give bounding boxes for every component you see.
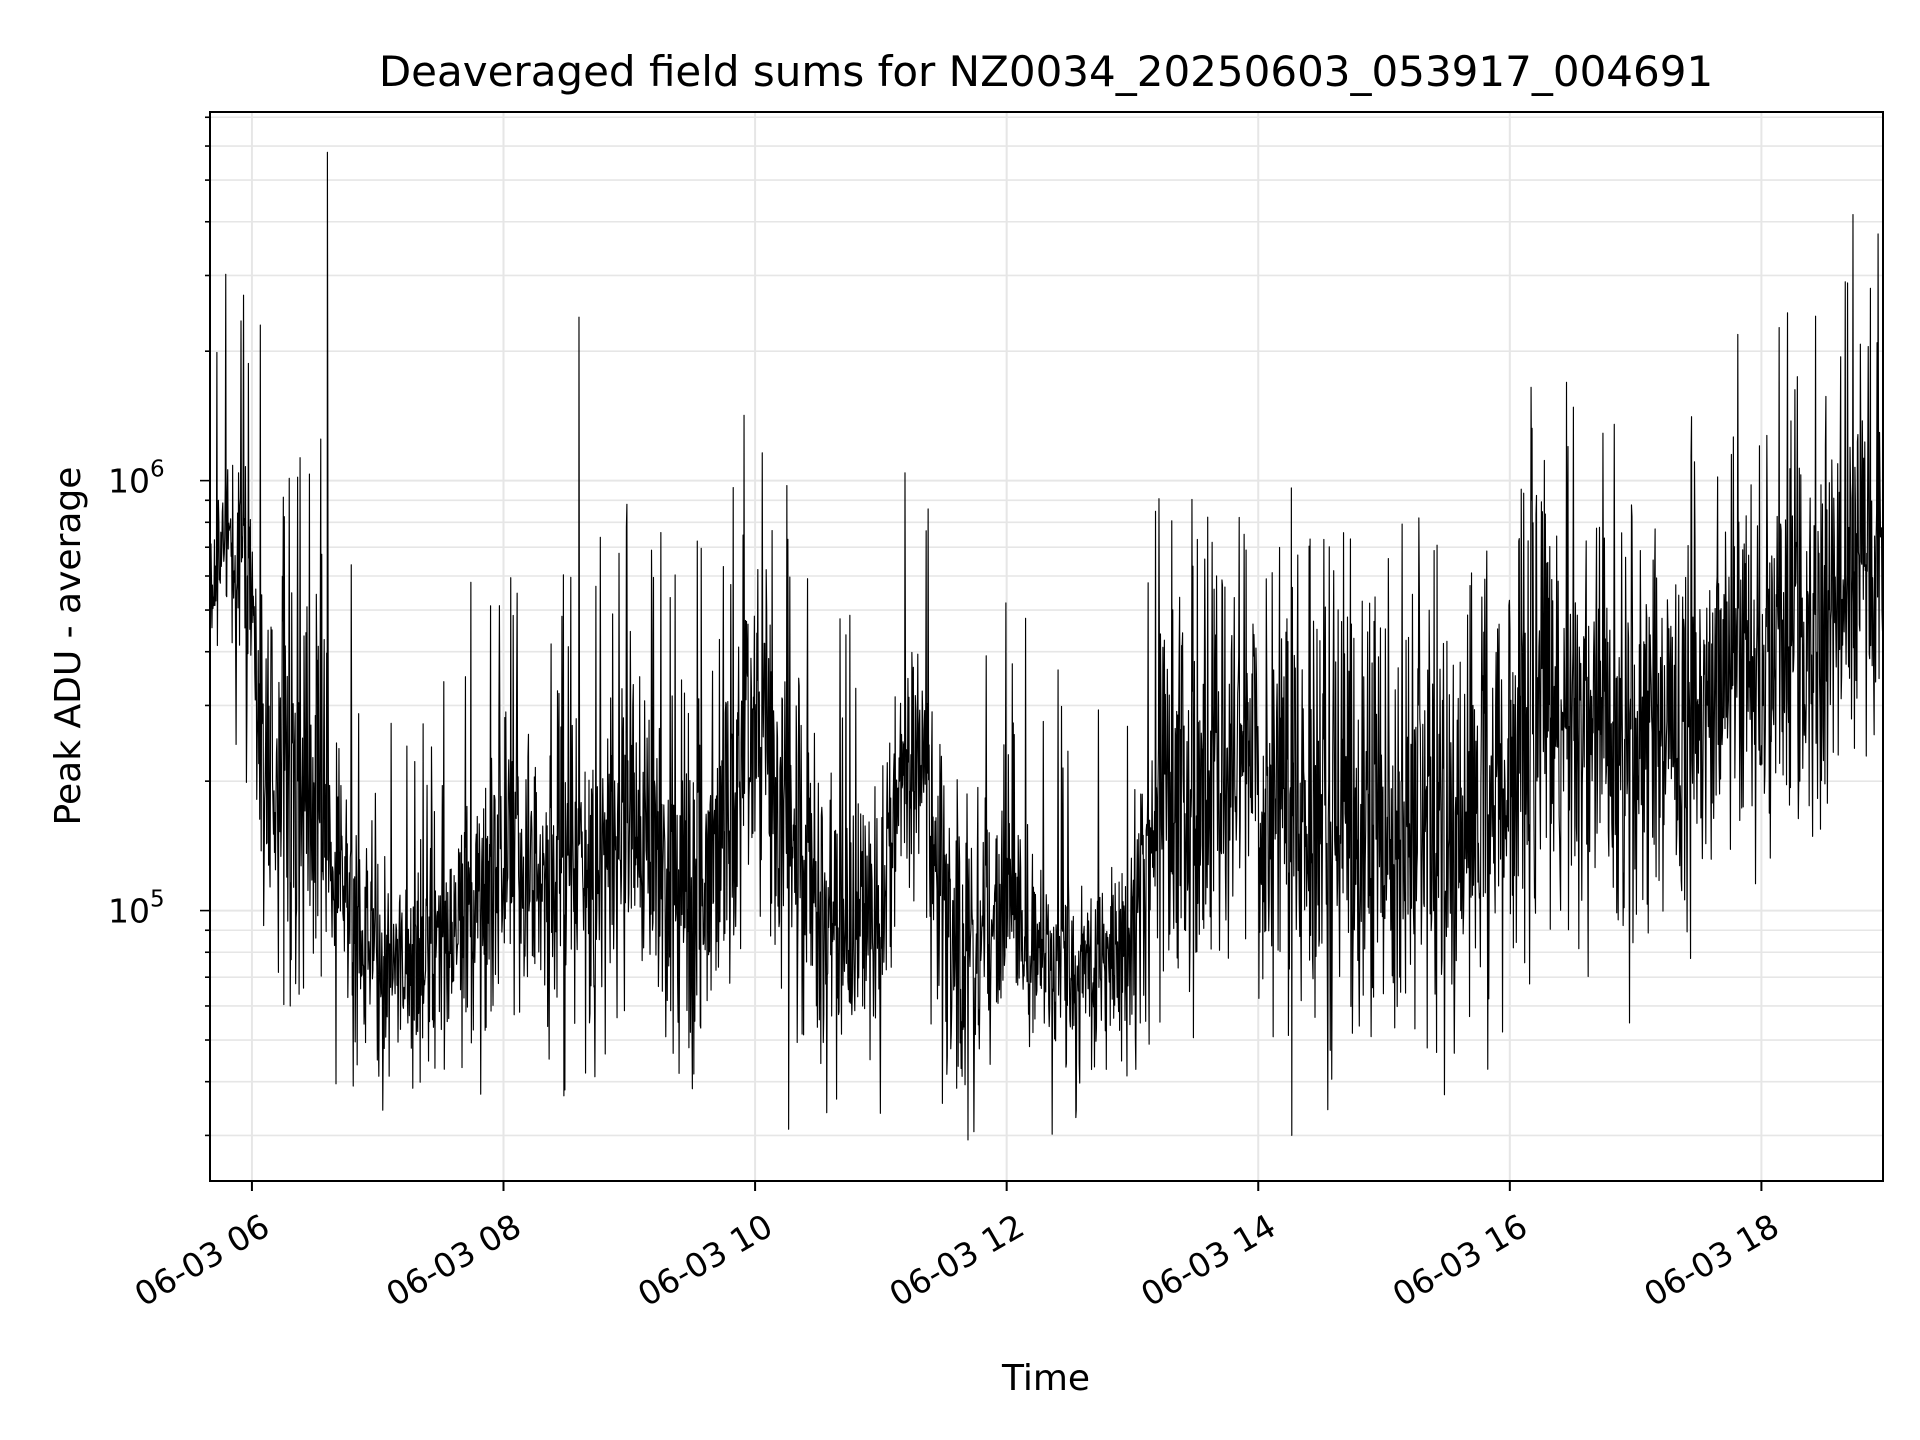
y-axis-label: Peak ADU - average — [48, 467, 89, 826]
chart-title: Deaveraged field sums for NZ0034_2025060… — [379, 47, 1713, 96]
series-line — [210, 151, 1883, 1141]
x-axis-label: Time — [1001, 1358, 1090, 1399]
y-axis: 105 106 — [108, 116, 210, 1137]
plot-frame — [209, 111, 1884, 1182]
y-tick-label: 105 — [108, 887, 165, 931]
y-tick-label: 106 — [108, 457, 165, 501]
